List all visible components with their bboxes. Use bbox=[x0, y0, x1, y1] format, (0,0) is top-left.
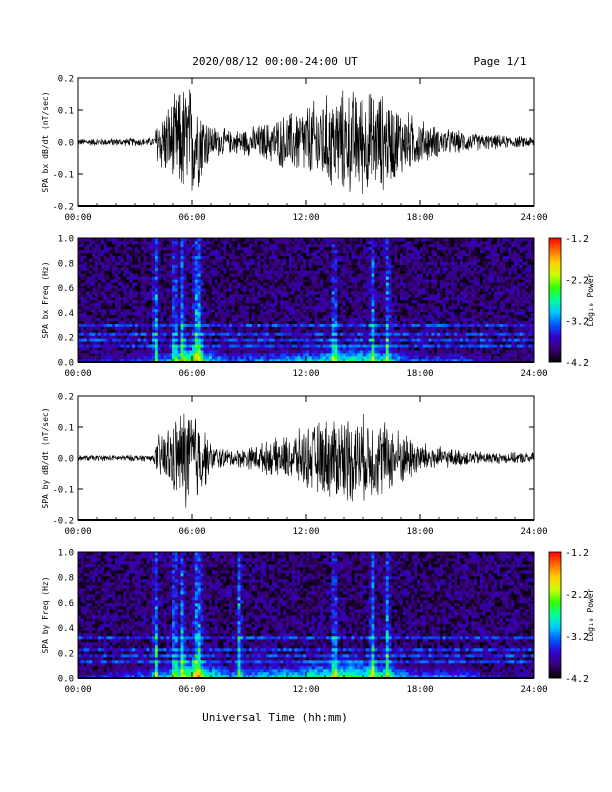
colorbar: -1.2 -2.2 -3.2 -4.2 Log₁₀ Power bbox=[548, 234, 595, 369]
x-tick-label: 00:00 bbox=[64, 369, 91, 379]
y-tick-label: 0.0 bbox=[58, 359, 74, 369]
colorbar-tick-label: -4.2 bbox=[565, 358, 589, 369]
x-tick-label: 00:00 bbox=[64, 685, 91, 695]
y-tick-label: 1.0 bbox=[58, 235, 74, 245]
colorbar: -1.2 -2.2 -3.2 -4.2 Log₁₀ Power bbox=[548, 548, 595, 685]
y-tick-label: 0.0 bbox=[58, 455, 74, 465]
y-tick-label: 0.0 bbox=[58, 675, 74, 685]
y-tick-label: 1.0 bbox=[58, 549, 74, 559]
page-indicator: Page 1/1 bbox=[474, 55, 527, 68]
y-axis-label: SPA by dB/dt (nT/sec) bbox=[41, 407, 50, 508]
y-tick-label: 0.2 bbox=[58, 393, 74, 403]
x-tick-label: 24:00 bbox=[520, 685, 547, 695]
colorbar-tick-label: -4.2 bbox=[565, 674, 589, 685]
panel-2: -1.2 -2.2 -3.2 -4.2 Log₁₀ Power 0.0 0.2 0.4 0.6 0… bbox=[41, 234, 595, 379]
x-tick-label: 12:00 bbox=[292, 685, 319, 695]
panel-1: -0.2 -0.1 0.0 0.1 0.2 00:00 06:00 12:00 18:00 24:… bbox=[41, 75, 548, 224]
time-series-trace bbox=[78, 89, 534, 194]
y-tick-label: 0.4 bbox=[58, 624, 74, 634]
x-axis-title: Universal Time (hh:mm) bbox=[202, 711, 348, 724]
x-tick-label: 06:00 bbox=[178, 527, 205, 537]
x-tick-label: 06:00 bbox=[178, 369, 205, 379]
spectrogram-cells bbox=[78, 238, 535, 363]
y-tick-label: -0.2 bbox=[52, 203, 74, 213]
y-tick-label: 0.8 bbox=[58, 259, 74, 269]
x-tick-label: 24:00 bbox=[520, 213, 547, 223]
x-tick-label: 12:00 bbox=[292, 369, 319, 379]
panels: -0.2 -0.1 0.0 0.1 0.2 00:00 06:00 12:00 18:00 24:… bbox=[41, 75, 595, 696]
y-tick-label: 0.2 bbox=[58, 649, 74, 659]
colorbar-label: Log₁₀ Power bbox=[586, 273, 595, 326]
x-tick-label: 06:00 bbox=[178, 685, 205, 695]
y-tick-label: 0.6 bbox=[58, 599, 74, 609]
y-tick-label: -0.1 bbox=[52, 486, 74, 496]
y-tick-label: 0.1 bbox=[58, 424, 74, 434]
panel-3: -0.2 -0.1 0.0 0.1 0.2 00:00 06:00 12:00 18:00 24:… bbox=[41, 393, 548, 538]
y-tick-label: 0.2 bbox=[58, 334, 74, 344]
y-tick-label: 0.4 bbox=[58, 309, 74, 319]
colorbar-tick-label: -3.2 bbox=[565, 632, 589, 643]
x-tick-label: 24:00 bbox=[520, 527, 547, 537]
y-tick-label: 0.1 bbox=[58, 107, 74, 117]
x-tick-label: 06:00 bbox=[178, 213, 205, 223]
colorbar-tick-label: -2.2 bbox=[565, 275, 589, 286]
panel-4: -1.2 -2.2 -3.2 -4.2 Log₁₀ Power 0.0 0.2 0.4 0.6 0… bbox=[41, 548, 595, 695]
colorbar-tick-label: -3.2 bbox=[565, 317, 589, 328]
colorbar-tick-label: -2.2 bbox=[565, 590, 589, 601]
y-axis-label: SPA bx dB/dt (nT/sec) bbox=[41, 91, 50, 192]
y-tick-label: 0.6 bbox=[58, 284, 74, 294]
y-axis-label: SPA by Freq (Hz) bbox=[41, 576, 50, 653]
colorbar-label: Log₁₀ Power bbox=[586, 588, 595, 641]
x-tick-label: 12:00 bbox=[292, 527, 319, 537]
y-tick-label: 0.8 bbox=[58, 574, 74, 584]
x-tick-label: 12:00 bbox=[292, 213, 319, 223]
x-tick-label: 18:00 bbox=[406, 369, 433, 379]
y-tick-label: 0.0 bbox=[58, 139, 74, 149]
x-tick-label: 18:00 bbox=[406, 685, 433, 695]
x-tick-label: 00:00 bbox=[64, 527, 91, 537]
y-tick-label: -0.1 bbox=[52, 171, 74, 181]
colorbar-tick-label: -1.2 bbox=[565, 234, 589, 245]
x-tick-label: 00:00 bbox=[64, 213, 91, 223]
y-tick-label: -0.2 bbox=[52, 517, 74, 527]
time-series-trace bbox=[78, 413, 534, 508]
x-tick-label: 24:00 bbox=[520, 369, 547, 379]
x-tick-label: 18:00 bbox=[406, 213, 433, 223]
y-axis-label: SPA bx Freq (Hz) bbox=[41, 261, 50, 338]
y-tick-label: 0.2 bbox=[58, 75, 74, 85]
colorbar-tick-label: -1.2 bbox=[565, 548, 589, 559]
figure-title: 2020/08/12 00:00-24:00 UT bbox=[192, 55, 358, 68]
x-tick-label: 18:00 bbox=[406, 527, 433, 537]
spectrogram-cells bbox=[78, 552, 535, 679]
